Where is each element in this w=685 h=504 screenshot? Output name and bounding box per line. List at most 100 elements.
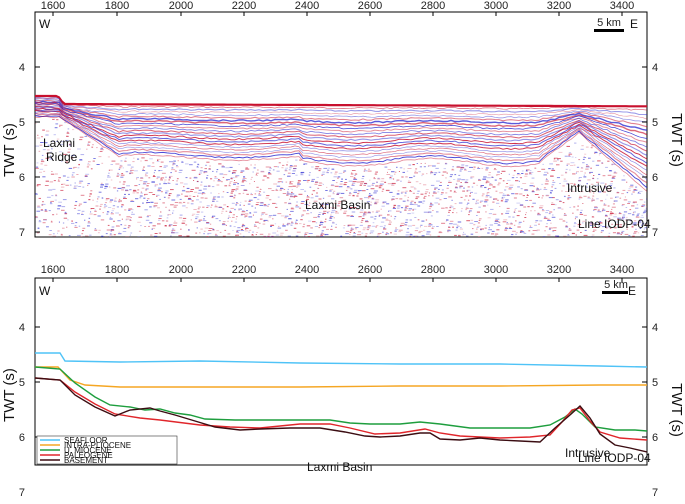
seismic-noise <box>162 202 165 204</box>
seismic-noise <box>182 235 187 237</box>
seismic-noise <box>42 176 46 178</box>
seismic-noise <box>586 164 588 165</box>
seismic-noise <box>99 151 103 152</box>
seismic-noise <box>424 195 427 197</box>
seismic-noise <box>223 204 227 206</box>
seismic-noise <box>35 217 39 219</box>
seismic-noise <box>494 222 498 224</box>
seismic-noise <box>637 224 639 226</box>
seismic-noise <box>301 201 305 202</box>
seismic-noise <box>203 215 206 217</box>
seismic-noise <box>336 193 339 195</box>
seismic-noise <box>552 231 555 233</box>
seismic-noise <box>163 181 166 183</box>
seismic-noise <box>232 172 236 174</box>
sediment-reflector <box>35 109 647 164</box>
seismic-noise <box>60 143 64 145</box>
sediment-reflector <box>35 101 647 136</box>
seismic-noise <box>583 195 587 197</box>
seismic-noise <box>635 228 637 230</box>
seismic-noise <box>64 122 66 124</box>
sediment-reflector <box>35 98 647 120</box>
seismic-noise <box>63 217 67 219</box>
seismic-noise <box>326 172 329 174</box>
seismic-noise <box>234 221 238 223</box>
seismic-noise <box>156 176 160 178</box>
seismic-noise <box>414 230 418 232</box>
seismic-noise <box>77 234 81 236</box>
seismic-noise <box>51 171 53 172</box>
seismic-noise <box>608 217 610 219</box>
seismic-noise <box>190 219 192 221</box>
seismic-noise <box>445 177 447 179</box>
seismic-noise <box>625 207 628 208</box>
seismic-noise <box>578 180 582 182</box>
seismic-noise <box>349 207 353 208</box>
seismic-noise <box>148 192 153 193</box>
seismic-noise <box>543 189 548 190</box>
top-x-tick-marks <box>35 12 647 233</box>
sediment-reflector <box>35 111 647 176</box>
seismic-noise <box>445 220 447 222</box>
seismic-noise <box>181 160 183 162</box>
seismic-noise <box>308 174 311 176</box>
seismic-noise <box>256 232 258 233</box>
seismic-noise <box>235 235 237 237</box>
seismic-noise <box>165 206 167 208</box>
seismic-noise <box>544 171 548 173</box>
seismic-noise <box>99 205 102 207</box>
seismic-noise <box>408 208 412 210</box>
seismic-noise <box>231 189 236 190</box>
seismic-noise <box>89 234 92 236</box>
seismic-noise <box>539 220 543 222</box>
seismic-noise <box>295 219 298 221</box>
seismic-noise <box>240 229 243 230</box>
seismic-noise <box>541 210 545 212</box>
seismic-noise <box>624 196 626 198</box>
seismic-noise <box>594 206 598 208</box>
seismic-noise <box>94 210 97 212</box>
seismic-noise <box>206 207 209 208</box>
seismic-noise <box>389 178 393 180</box>
seismic-noise <box>421 175 423 177</box>
seismic-noise <box>425 191 429 193</box>
seismic-noise <box>633 211 636 213</box>
seismic-noise <box>646 215 647 217</box>
seismic-noise <box>605 214 608 216</box>
top-x-tick: 3000 <box>484 0 508 12</box>
seismic-noise <box>57 232 58 234</box>
seismic-noise <box>594 207 598 209</box>
seismic-noise <box>406 200 410 202</box>
seismic-noise <box>168 195 171 197</box>
seismic-noise <box>407 213 411 215</box>
seismic-noise <box>601 162 604 164</box>
seismic-noise <box>35 193 38 194</box>
seismic-noise <box>520 231 524 233</box>
seismic-noise <box>340 192 345 194</box>
seismic-noise <box>632 223 636 225</box>
seismic-reflection-image <box>35 94 647 237</box>
seismic-noise <box>475 231 478 233</box>
sediment-reflector <box>35 113 647 184</box>
seismic-noise <box>185 191 190 193</box>
seismic-noise <box>419 226 421 228</box>
seismic-noise <box>84 175 88 177</box>
seismic-noise <box>55 195 58 197</box>
seismic-noise <box>341 178 343 180</box>
seismic-noise <box>345 178 347 180</box>
seismic-noise <box>141 187 145 189</box>
seismic-noise <box>646 215 647 217</box>
seismic-noise <box>237 227 241 229</box>
seismic-noise <box>456 165 460 167</box>
seismic-noise <box>428 225 431 227</box>
seismic-noise <box>125 219 128 221</box>
seismic-noise <box>517 173 520 174</box>
seismic-noise <box>460 196 463 198</box>
seismic-noise <box>487 204 489 206</box>
seismic-noise <box>250 194 253 196</box>
seismic-noise <box>528 173 533 175</box>
seismic-noise <box>343 171 345 173</box>
seismic-noise <box>465 207 469 209</box>
seismic-noise <box>57 205 62 207</box>
seismic-noise <box>286 164 288 166</box>
